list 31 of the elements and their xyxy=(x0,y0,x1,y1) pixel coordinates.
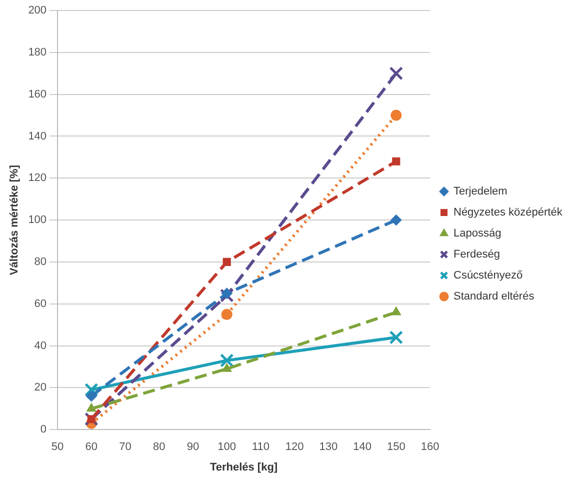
x-axis-title: Terhelés [kg] xyxy=(210,461,278,474)
y-tick-label: 120 xyxy=(28,172,47,184)
x-tick-label: 140 xyxy=(353,441,372,454)
x-tick-label: 110 xyxy=(252,441,270,454)
y-tick-label: 140 xyxy=(28,130,47,142)
y-tick-label: 100 xyxy=(28,214,47,226)
y-tick-label: 40 xyxy=(34,340,47,352)
x-tick-label: 90 xyxy=(186,441,200,454)
x-tick-label: 60 xyxy=(85,441,98,454)
x-tick-label: 100 xyxy=(218,441,236,454)
legend-label: Terjedelem xyxy=(454,186,508,198)
y-tick-label: 80 xyxy=(34,256,47,268)
legend-label: Négyzetes középérték xyxy=(454,206,563,219)
legend-label: Csúcstényező xyxy=(454,270,523,282)
x-tick-label: 120 xyxy=(285,441,304,454)
legend-label: Ferdeség xyxy=(454,248,500,261)
legend-label: Standard eltérés xyxy=(454,290,535,303)
x-tick-label: 70 xyxy=(119,441,132,454)
y-tick-label: 20 xyxy=(34,382,47,394)
x-tick-label: 80 xyxy=(153,441,166,454)
x-tick-label: 150 xyxy=(386,441,406,454)
y-tick-label: 180 xyxy=(28,46,47,58)
x-tick-label: 50 xyxy=(51,441,64,454)
x-tick-label: 160 xyxy=(420,441,440,454)
x-tick-label: 130 xyxy=(319,441,338,454)
y-tick-label: 60 xyxy=(34,298,47,310)
legend-label: Laposság xyxy=(454,228,502,240)
y-tick-label: 160 xyxy=(28,88,47,100)
y-axis-title: Változás mértéke [%] xyxy=(8,164,21,276)
y-tick-label: 0 xyxy=(40,424,47,436)
y-tick-label: 200 xyxy=(28,4,47,17)
